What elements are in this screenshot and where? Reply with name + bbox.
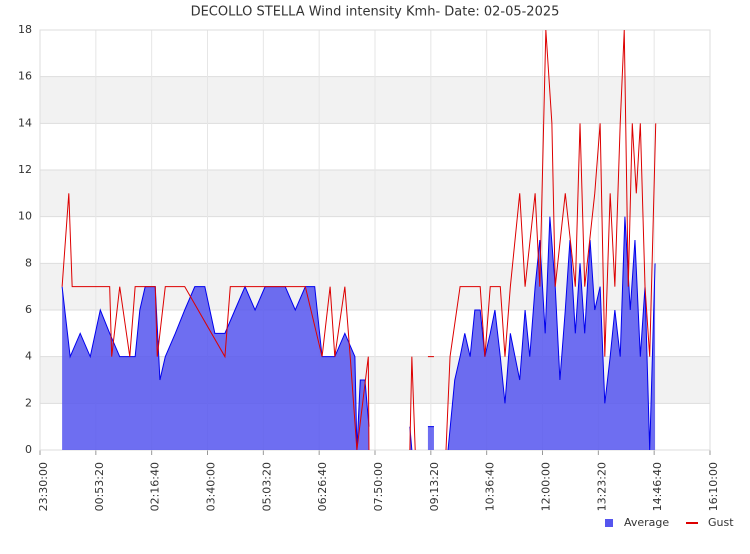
legend-label: Gust <box>708 516 734 529</box>
plot-frame <box>39 29 711 451</box>
y-tick-label: 18 <box>18 23 32 36</box>
x-tick-label: 09:13:20 <box>428 462 441 511</box>
y-tick-label: 6 <box>25 303 32 316</box>
area <box>62 216 656 450</box>
y-tick-label: 2 <box>25 396 32 409</box>
chart-title: DECOLLO STELLA Wind intensity Kmh- Date:… <box>191 5 560 20</box>
x-tick-label: 02:16:40 <box>149 462 162 511</box>
x-tick-label: 05:03:20 <box>260 462 273 511</box>
x-tick-label: 23:30:00 <box>37 462 50 511</box>
x-tick-label: 10:36:40 <box>484 462 497 511</box>
x-tick-label: 06:26:40 <box>316 462 329 511</box>
x-tick-label: 16:10:00 <box>707 462 720 511</box>
y-tick-label: 14 <box>18 116 32 129</box>
line <box>61 216 656 451</box>
y-tick-label: 12 <box>18 163 32 176</box>
y-tick-label: 16 <box>18 70 32 83</box>
legend-label: Average <box>624 516 669 529</box>
x-tick-label: 14:46:40 <box>651 462 664 511</box>
x-tick-label: 12:00:00 <box>540 462 553 511</box>
y-tick-label: 0 <box>25 443 32 456</box>
x-tick-label: 03:40:00 <box>205 462 218 511</box>
legend-swatch <box>605 519 613 527</box>
y-tick-label: 8 <box>25 256 32 269</box>
y-tick-label: 4 <box>25 350 32 363</box>
x-tick-label: 13:23:20 <box>595 462 608 511</box>
x-tick-label: 07:50:00 <box>372 462 385 511</box>
y-tick-label: 10 <box>18 210 32 223</box>
line <box>61 29 657 451</box>
x-tick-label: 00:53:20 <box>93 462 106 511</box>
